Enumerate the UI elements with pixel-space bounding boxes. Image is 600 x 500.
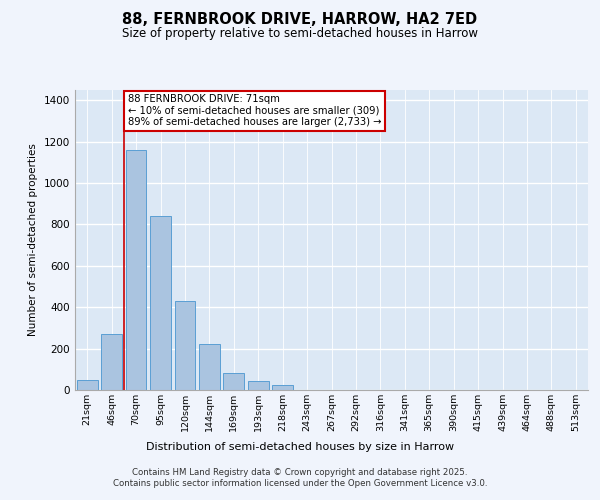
Text: Contains HM Land Registry data © Crown copyright and database right 2025.
Contai: Contains HM Land Registry data © Crown c… (113, 468, 487, 487)
Bar (223, 374, 244, 390)
Text: 88 FERNBROOK DRIVE: 71sqm
← 10% of semi-detached houses are smaller (309)
89% of: 88 FERNBROOK DRIVE: 71sqm ← 10% of semi-… (128, 94, 381, 128)
Bar (150, 216, 171, 390)
Bar (125, 150, 146, 390)
Text: Size of property relative to semi-detached houses in Harrow: Size of property relative to semi-detach… (122, 28, 478, 40)
Bar (77, 380, 98, 390)
Bar (101, 334, 122, 390)
Y-axis label: Number of semi-detached properties: Number of semi-detached properties (28, 144, 38, 336)
Bar (199, 344, 220, 390)
Bar (248, 380, 269, 390)
Text: Distribution of semi-detached houses by size in Harrow: Distribution of semi-detached houses by … (146, 442, 454, 452)
Bar (272, 385, 293, 390)
Text: 88, FERNBROOK DRIVE, HARROW, HA2 7ED: 88, FERNBROOK DRIVE, HARROW, HA2 7ED (122, 12, 478, 28)
Bar (175, 301, 196, 390)
